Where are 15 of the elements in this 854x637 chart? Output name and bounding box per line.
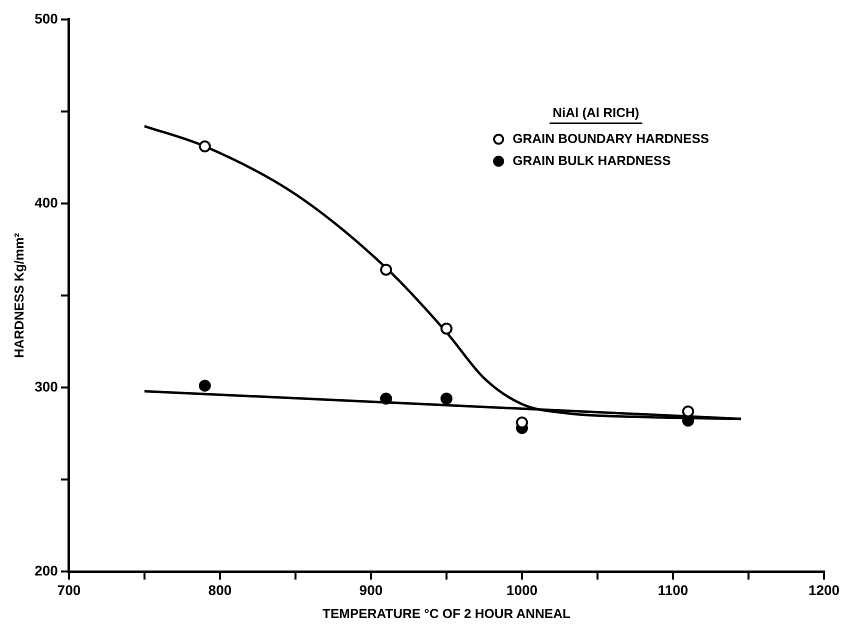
legend-label: GRAIN BOUNDARY HARDNESS	[512, 130, 710, 146]
y-tick-label: 500	[34, 10, 58, 26]
y-tick-label: 300	[34, 378, 58, 394]
x-tick-label: 900	[359, 582, 383, 598]
y-tick-label: 200	[34, 562, 58, 578]
x-tick-label: 1200	[808, 582, 840, 598]
x-tick-label: 800	[208, 582, 232, 598]
legend-title: NiAl (Al RICH)	[552, 104, 640, 120]
x-tick-label: 1100	[658, 582, 688, 598]
legend-label: GRAIN BULK HARDNESS	[512, 152, 672, 168]
x-tick-label: 1000	[506, 582, 538, 598]
x-axis-title: TEMPERATURE °C OF 2 HOUR ANNEAL	[322, 606, 570, 621]
y-tick-label: 400	[34, 194, 58, 210]
x-tick-label: 700	[57, 582, 81, 598]
y-axis-title: HARDNESS Kg/mm²	[11, 232, 26, 358]
